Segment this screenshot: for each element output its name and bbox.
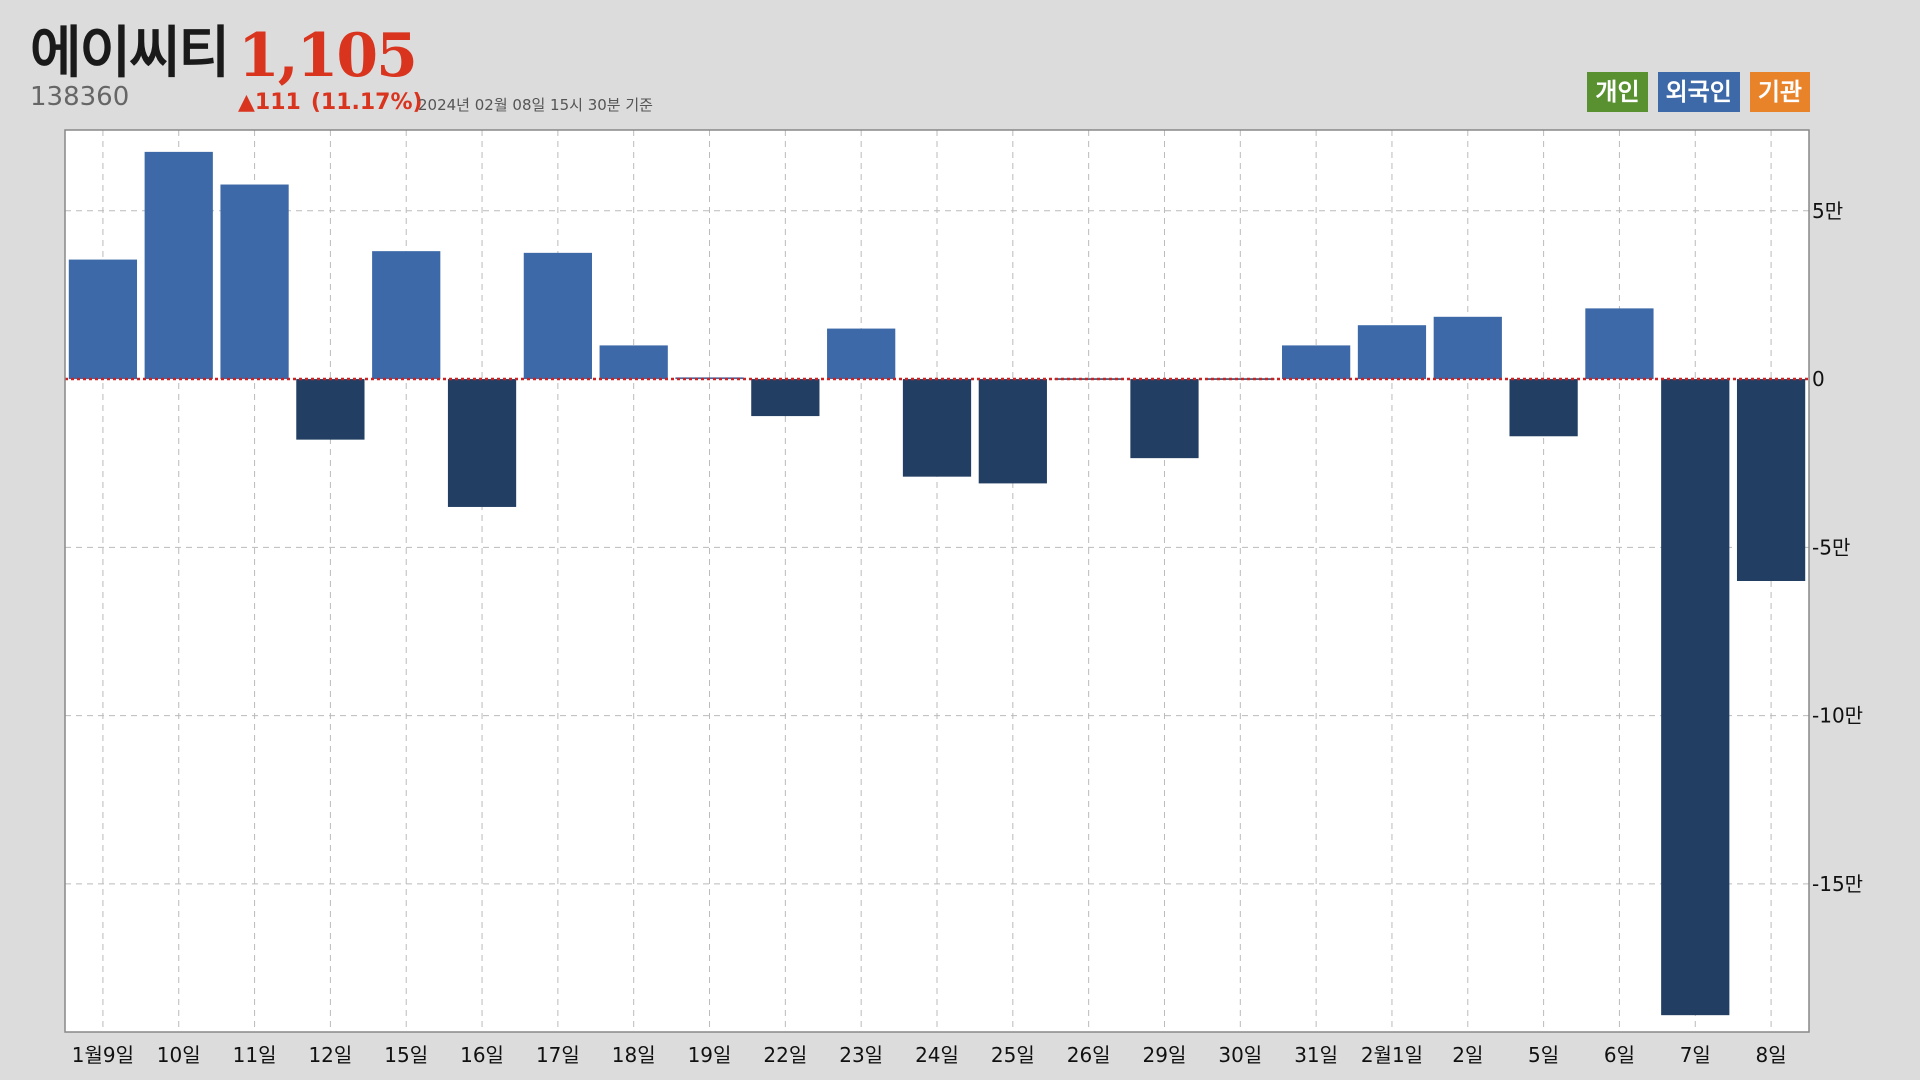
x-tick-label: 26일 [1067, 1043, 1111, 1067]
x-tick-label: 17일 [536, 1043, 580, 1067]
x-tick-label: 11일 [233, 1043, 277, 1067]
bar [372, 251, 441, 380]
y-tick-label: -5만 [1812, 535, 1850, 559]
legend-item-individual[interactable]: 개인 [1587, 72, 1648, 112]
bar [1054, 378, 1123, 380]
bar [144, 151, 213, 380]
x-tick-label: 19일 [688, 1043, 732, 1067]
x-tick-label: 16일 [460, 1043, 504, 1067]
price-change: ▲111 (11.17%) [238, 88, 433, 118]
bar [1585, 308, 1654, 380]
x-tick-label: 31일 [1294, 1043, 1338, 1067]
x-tick-label: 23일 [839, 1043, 883, 1067]
x-tick-label: 25일 [991, 1043, 1035, 1067]
bar [902, 379, 972, 477]
y-tick-label: 5만 [1812, 199, 1843, 223]
bar [523, 252, 592, 380]
x-tick-label: 30일 [1218, 1043, 1262, 1067]
bar [68, 259, 138, 380]
price-change-amount: ▲111 [238, 90, 301, 115]
price-change-percent: (11.17%) [310, 90, 423, 115]
legend-item-institution[interactable]: 기관 [1749, 72, 1810, 112]
bar [827, 328, 896, 380]
bar [1357, 325, 1427, 380]
y-tick-label: -10만 [1812, 704, 1863, 728]
bar [751, 379, 820, 417]
x-tick-label: 7일 [1680, 1043, 1711, 1067]
bar [978, 379, 1047, 484]
bar [1509, 379, 1578, 437]
bar [1130, 379, 1199, 459]
bar [296, 379, 365, 440]
x-tick-label: 29일 [1143, 1043, 1187, 1067]
stock-code: 138360 [30, 82, 130, 112]
legend: 개인 외국인 기관 [1587, 72, 1810, 112]
bar [1433, 316, 1502, 380]
bar [1282, 345, 1351, 380]
y-tick-label: 0 [1812, 367, 1825, 391]
x-tick-label: 24일 [915, 1043, 959, 1067]
plot-border [64, 129, 1810, 1033]
bar [220, 184, 289, 380]
bar [1661, 379, 1730, 1016]
legend-item-foreign[interactable]: 외국인 [1657, 72, 1740, 112]
x-tick-label: 10일 [157, 1043, 201, 1067]
x-tick-label: 2일 [1452, 1043, 1483, 1067]
bar [1736, 379, 1806, 581]
x-tick-label: 2월1일 [1361, 1043, 1423, 1067]
x-tick-label: 6일 [1604, 1043, 1635, 1067]
x-tick-label: 12일 [308, 1043, 352, 1067]
bar [1206, 378, 1275, 380]
timestamp: 2024년 02월 08일 15시 30분 기준 [418, 96, 653, 114]
stock-price: 1,105 [238, 21, 418, 91]
bar [447, 379, 517, 507]
x-tick-label: 1월9일 [72, 1043, 134, 1067]
x-tick-label: 5일 [1528, 1043, 1559, 1067]
x-tick-label: 22일 [763, 1043, 807, 1067]
stock-name: 에이씨티 [30, 21, 230, 86]
x-tick-label: 8일 [1756, 1043, 1787, 1067]
y-tick-label: -15만 [1812, 872, 1863, 896]
x-tick-label: 18일 [612, 1043, 656, 1067]
x-tick-label: 15일 [384, 1043, 428, 1067]
bar [599, 345, 668, 380]
